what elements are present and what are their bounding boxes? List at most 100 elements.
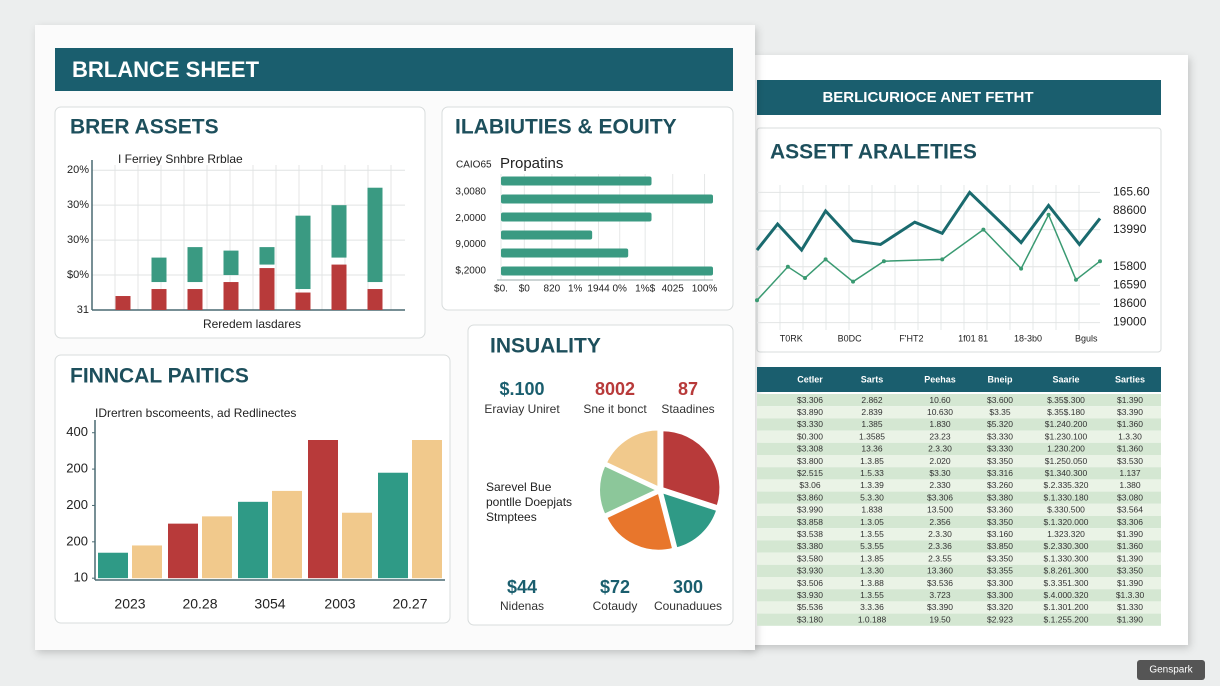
table-cell: $3.850 [987,541,1013,551]
table-cell: 13.36 [861,444,883,454]
table-cell: $5.320 [987,419,1013,429]
y-tick-label: 30% [67,199,89,211]
kpi-label: Counaduues [654,599,722,613]
table-cell: $1.240.200 [1045,419,1088,429]
table-cell: 13.500 [927,505,953,515]
table-cell: $.2.330.300 [1044,541,1089,551]
corner-label: CAIO65 [456,160,492,171]
right-header-bar [757,80,1161,115]
x-tick-label: 0% [612,284,627,295]
kpi-value: $.100 [499,379,544,399]
line-series [755,190,1102,253]
y-tick-label: 18600 [1113,296,1147,310]
bar [501,212,652,222]
table-cell: $3.350 [987,456,1013,466]
table-cell: 1.137 [1119,468,1141,478]
table-cell: $1.340.300 [1045,468,1088,478]
line-point [1046,212,1051,217]
column-header: Cetler [797,374,823,384]
chart-subtitle: IDrertren bscomeents, ad Redlinectes [95,406,296,420]
bar [501,248,629,258]
pie-annotation: pontlle Doepjats [486,495,572,509]
table-cell: 1.830 [929,419,951,429]
table-cell: $3.300 [987,590,1013,600]
kpi-label: Staadines [661,402,714,416]
line-point [823,257,828,262]
table-cell: $2.923 [987,614,1013,624]
table-cell: $3.380 [797,541,823,551]
chart-subtitle: I Ferriey Snhbre Rrblae [118,152,243,166]
x-tick-label: 18-3b0 [1014,333,1042,343]
table-cell: $.3.351.300 [1044,578,1089,588]
table-cell: $1.360 [1117,541,1143,551]
table-row [757,491,1161,504]
y-tick-label: 200 [66,533,88,548]
line-point [981,227,986,232]
bar [501,176,652,186]
table-row [757,406,1161,419]
pie-slice [661,429,722,508]
row-label: $,2000 [455,266,486,277]
bar [295,292,311,310]
bar [412,440,442,579]
table-cell: $3.506 [797,578,823,588]
line-point [851,279,856,284]
table-cell: $3.160 [987,529,1013,539]
table-cell: 1.3.55 [860,529,884,539]
table-cell: $.4.000.320 [1044,590,1089,600]
range-bar [331,205,347,258]
x-tick-label: B0DC [838,333,863,343]
bar [115,296,131,310]
bar [187,289,203,310]
table-row [757,455,1161,468]
pie-annotation: Sarevel Bue [486,480,552,494]
table-cell: $.35$.180 [1047,407,1085,417]
table-cell: 1.3.30 [1118,431,1142,441]
chart-title: BRER ASSETS [70,116,219,139]
table-cell: $3.990 [797,505,823,515]
table-cell: $1.390 [1117,553,1143,563]
x-tick-label: 1944 [587,284,610,295]
x-tick-label: 4025 [662,284,685,295]
table-cell: $3.308 [797,444,823,454]
table-cell: 2.862 [861,395,883,405]
table-cell: $1.360 [1117,419,1143,429]
line-point [881,259,886,264]
table-cell: $3.30 [929,468,951,478]
kpi-value: 300 [673,577,703,597]
table-cell: $3.380 [987,492,1013,502]
kpi-label: Nidenas [500,599,544,613]
table-cell: 1.3.85 [860,553,884,563]
table-cell: $3.300 [987,578,1013,588]
y-tick-label: 19000 [1113,315,1147,329]
table-cell: $3.536 [927,578,953,588]
row-label: 3,0080 [455,187,486,198]
line-point [1098,259,1102,264]
x-tick-label: $0 [519,284,531,295]
range-bar [367,187,383,283]
table-cell: 2.3.30 [928,529,952,539]
column-header: Sarts [861,374,884,384]
right-header-title: BERLICURIOCE ANET FETHT [822,89,1033,106]
table-cell: 1.0.188 [858,614,887,624]
column-header: Saarie [1052,374,1079,384]
table-cell: $3.860 [797,492,823,502]
bar [367,289,383,310]
table-cell: 10.630 [927,407,953,417]
table-cell: 1.3.88 [860,578,884,588]
table-cell: $3.564 [1117,505,1143,515]
x-tick-label: 2023 [114,596,145,612]
table-cell: $.330.500 [1047,505,1085,515]
bar [223,282,239,310]
y-tick-label: $0% [67,269,89,281]
bar [501,194,713,204]
table-cell: 2.3.36 [928,541,952,551]
table-cell: 19.50 [929,614,951,624]
table-cell: 3.3.36 [860,602,884,612]
pie-slice [660,490,719,550]
table-cell: $3.306 [927,492,953,502]
table-cell: $3.350 [1117,566,1143,576]
liabilities-panel [441,106,734,311]
table-cell: 1.3.30 [860,566,884,576]
